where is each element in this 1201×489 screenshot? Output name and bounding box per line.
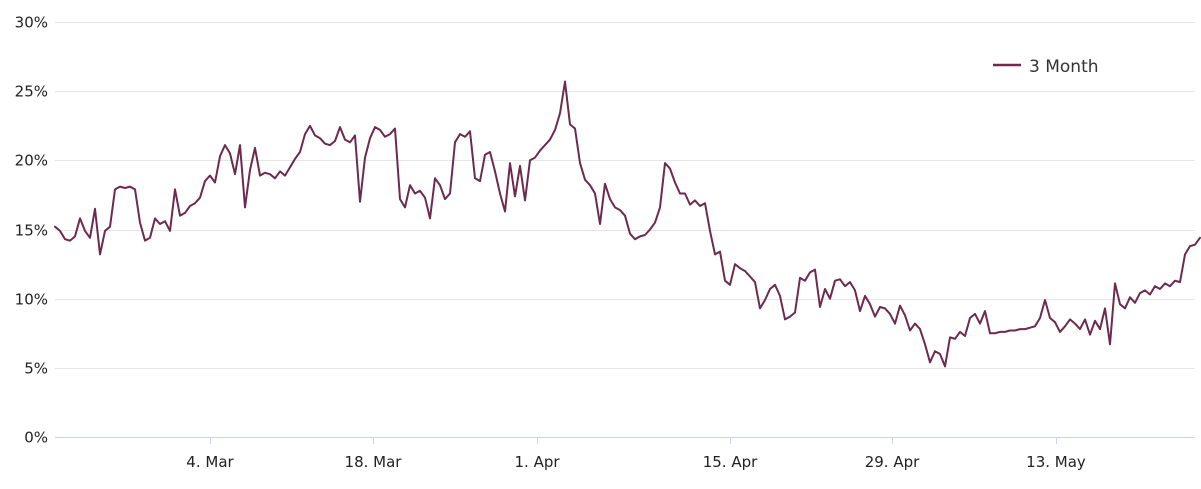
x-axis: 4. Mar 18. Mar 1. Apr 15. Apr 29. Apr 13. May xyxy=(186,437,1086,471)
x-axis-label: 15. Apr xyxy=(703,453,758,471)
x-axis-label: 29. Apr xyxy=(865,453,920,471)
y-axis-labels: 0% 5% 10% 15% 20% 25% 30% xyxy=(15,14,48,447)
x-axis-label: 13. May xyxy=(1026,453,1086,471)
x-axis-label: 1. Apr xyxy=(514,453,560,471)
y-axis-label: 30% xyxy=(15,14,48,32)
grid-layer xyxy=(55,22,1195,438)
x-axis-label: 18. Mar xyxy=(345,453,403,471)
legend-item-label: 3 Month xyxy=(1029,57,1099,77)
y-axis-label: 15% xyxy=(15,222,48,240)
y-axis-label: 0% xyxy=(24,429,48,447)
y-axis-label: 20% xyxy=(15,152,48,170)
y-axis-label: 10% xyxy=(15,291,48,309)
legend[interactable]: 3 Month xyxy=(993,57,1099,77)
y-axis-label: 25% xyxy=(15,83,48,101)
y-axis-label: 5% xyxy=(24,360,48,378)
x-axis-label: 4. Mar xyxy=(186,453,234,471)
series-line-3month[interactable] xyxy=(54,80,1201,368)
